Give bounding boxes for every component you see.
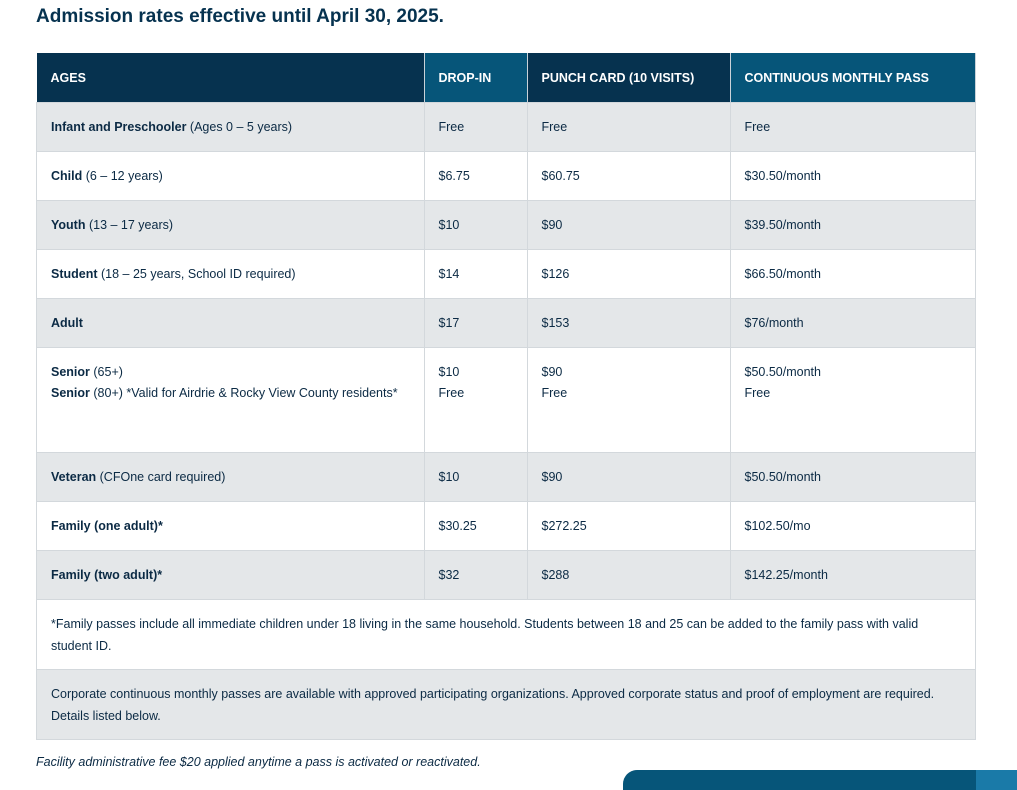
punch-card-price: $90 [526,200,731,250]
page-title: Admission rates effective until April 30… [36,6,444,27]
punch-card-price: $288 [526,550,731,600]
age-cell: Youth (13 – 17 years) [36,200,425,250]
drop-in-price: $10 [423,452,528,502]
header-ages: AGES [36,53,425,103]
monthly-pass-price: $50.50/month [729,452,976,502]
age-detail: (65+) [89,365,123,379]
table-row: Youth (13 – 17 years) $10 $90 $39.50/month [36,200,976,250]
header-monthly-pass: CONTINUOUS MONTHLY PASS [730,53,976,103]
age-group: Student [51,266,98,281]
admission-rates-table: AGES DROP-IN PUNCH CARD (10 VISITS) CONT… [36,53,976,740]
age-detail: (80+) *Valid for Airdrie & Rocky View Co… [89,386,398,400]
age-detail: (Ages 0 – 5 years) [186,119,293,134]
drop-in-price: $14 [423,249,528,299]
floating-bar[interactable] [623,770,983,790]
age-cell: Infant and Preschooler (Ages 0 – 5 years… [36,102,425,152]
drop-in-price: Free [423,102,528,152]
table-row: Adult $17 $153 $76/month [36,298,976,348]
age-group: Infant and Preschooler [51,119,187,134]
drop-in-price: $6.75 [423,151,528,201]
age-group: Youth [51,217,86,232]
age-group: Adult [51,315,83,330]
age-cell: Adult [36,298,425,348]
monthly-pass-price: $142.25/month [729,550,976,600]
drop-in-price: $32 [423,550,528,600]
age-group: Senior [51,365,90,379]
floating-bar-end[interactable] [976,770,1017,790]
monthly-pass-price: $50.50/month Free [729,347,976,453]
punch-card-price: $90 [526,452,731,502]
punch-card-price: $90 Free [526,347,731,453]
monthly-pass-price: $39.50/month [729,200,976,250]
corporate-note: Corporate continuous monthly passes are … [36,669,976,740]
age-cell: Student (18 – 25 years, School ID requir… [36,249,425,299]
age-detail: (6 – 12 years) [82,168,163,183]
punch-card-price: $272.25 [526,501,731,551]
table-row: Child (6 – 12 years) $6.75 $60.75 $30.50/mo… [36,151,976,201]
age-detail: (CFOne card required) [96,469,226,484]
table-row: Infant and Preschooler (Ages 0 – 5 years… [36,102,976,152]
table-row: Family (two adult)* $32 $288 $142.25/month [36,550,976,600]
age-group: Family (one adult)* [51,518,163,533]
age-group: Veteran [51,469,97,484]
punch-card-price: $60.75 [526,151,731,201]
monthly-pass-price: $66.50/month [729,249,976,299]
age-cell: Family (one adult)* [36,501,425,551]
punch-card-price: Free [526,102,731,152]
monthly-pass-price: $102.50/mo [729,501,976,551]
table-row: Senior (65+) Senior (80+) *Valid for Aird… [36,347,976,453]
age-cell: Child (6 – 12 years) [36,151,425,201]
age-group: Child [51,168,83,183]
table-row: Veteran (CFOne card required) $10 $90 $50.5… [36,452,976,502]
drop-in-price: $30.25 [423,501,528,551]
age-cell: Senior (65+) Senior (80+) *Valid for Aird… [36,347,425,453]
age-group: Senior [51,386,90,400]
punch-card-price: $126 [526,249,731,299]
monthly-pass-price: $76/month [729,298,976,348]
drop-in-price: $10 [423,200,528,250]
punch-card-price: $153 [526,298,731,348]
drop-in-price: $17 [423,298,528,348]
drop-in-price: $10 Free [423,347,528,453]
table-row: Family (one adult)* $30.25 $272.25 $102.50/… [36,501,976,551]
monthly-pass-price: $30.50/month [729,151,976,201]
header-punch-card: PUNCH CARD (10 VISITS) [527,53,731,103]
age-cell: Veteran (CFOne card required) [36,452,425,502]
table-row: Student (18 – 25 years, School ID requir… [36,249,976,299]
admin-fee-note: Facility administrative fee $20 applied … [36,755,481,769]
family-note: *Family passes include all immediate chi… [36,599,976,670]
header-drop-in: DROP-IN [424,53,528,103]
monthly-pass-price: Free [729,102,976,152]
age-cell: Family (two adult)* [36,550,425,600]
age-detail: (13 – 17 years) [85,217,174,232]
age-detail: (18 – 25 years, School ID required) [97,266,296,281]
age-group: Family (two adult)* [51,567,163,582]
